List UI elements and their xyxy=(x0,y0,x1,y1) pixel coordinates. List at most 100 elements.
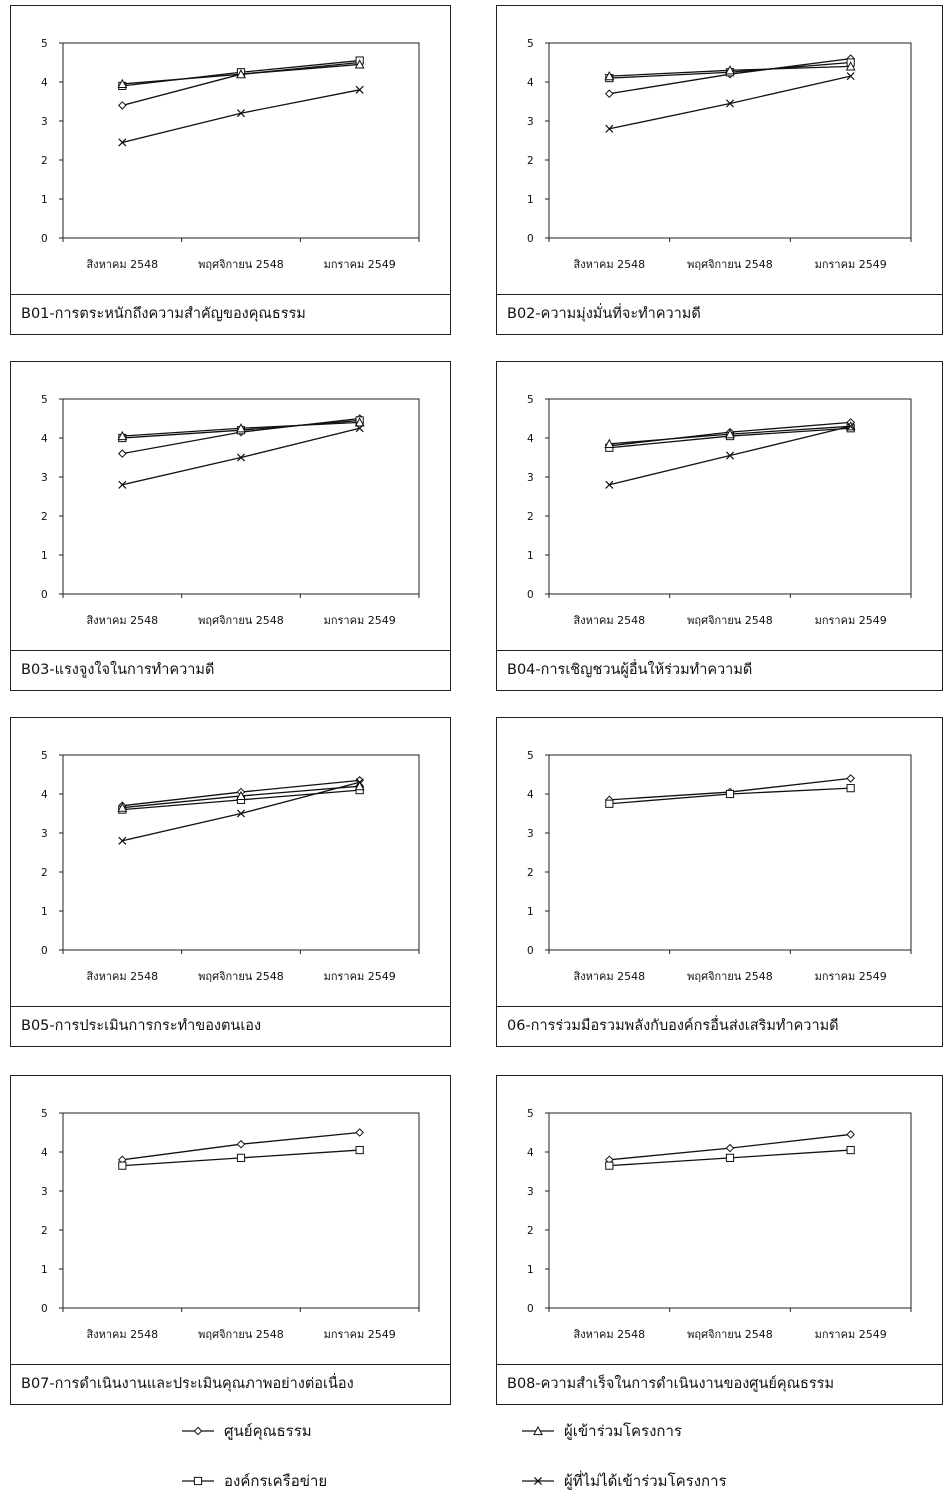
plot-area xyxy=(62,1112,420,1309)
chart-title: B03-แรงจูงใจในการทำความดี xyxy=(11,650,450,690)
y-tick-label: 3 xyxy=(41,472,48,484)
legend-marker xyxy=(533,1425,543,1436)
data-point xyxy=(605,89,614,99)
data-point xyxy=(117,78,128,89)
x-tick-label: สิงหาคม 2548 xyxy=(86,614,158,627)
chart-panel: 0 1 2 3 4 5 สิงหาคม 2548 พฤศจิกายน 2548 มกราคม 2… xyxy=(10,361,451,691)
y-tick-label: 3 xyxy=(527,116,534,128)
chart-svg: 0 1 2 3 4 5 สิงหาคม 2548 พฤศจิกายน 2548 มกราคม 2… xyxy=(41,750,420,983)
chart-title: B08-ความสำเร็จในการดำเนินงานของศูนย์คุณธ… xyxy=(497,1364,942,1404)
chart-title: 06-การร่วมมือรวมพลังกับองค์กรอื่นส่งเสริ… xyxy=(497,1006,942,1046)
y-tick-label: 1 xyxy=(41,1264,48,1276)
chart-title: B01-การตระหนักถึงความสำคัญของคุณธรรม xyxy=(11,294,450,334)
data-point xyxy=(604,70,615,81)
data-point xyxy=(846,774,855,783)
data-point xyxy=(605,799,614,808)
data-point xyxy=(118,101,127,110)
data-point xyxy=(118,449,127,458)
data-point xyxy=(236,453,246,462)
y-tick-label: 2 xyxy=(527,511,534,523)
x-tick-label: พฤศจิกายน 2548 xyxy=(198,258,284,271)
x-tick-label: สิงหาคม 2548 xyxy=(86,970,158,983)
y-tick-label: 4 xyxy=(41,789,48,801)
x-tick-label: มกราคม 2549 xyxy=(324,614,396,627)
x-tick-label: พฤศจิกายน 2548 xyxy=(198,970,284,983)
y-tick-label: 5 xyxy=(527,1108,534,1120)
legend-marker xyxy=(193,1426,203,1436)
data-point xyxy=(236,423,246,433)
y-tick-label: 0 xyxy=(527,945,534,957)
y-tick-label: 2 xyxy=(527,1225,534,1237)
x-tick-label: พฤศจิกายน 2548 xyxy=(687,614,773,627)
y-tick-label: 4 xyxy=(527,433,534,445)
chart-svg: 0 1 2 3 4 5 สิงหาคม 2548 พฤศจิกายน 2548 มกราคม 2… xyxy=(527,38,912,271)
data-point xyxy=(725,789,735,799)
y-tick-label: 3 xyxy=(527,472,534,484)
plot-area xyxy=(548,1112,912,1309)
plot-area xyxy=(548,42,912,239)
x-tick-label: สิงหาคม 2548 xyxy=(573,1328,645,1341)
x-tick-label: สิงหาคม 2548 xyxy=(573,258,645,271)
y-tick-label: 3 xyxy=(527,828,534,840)
legend-marker xyxy=(193,1476,203,1486)
data-point xyxy=(117,430,128,441)
y-tick-label: 5 xyxy=(527,394,534,406)
y-tick-label: 1 xyxy=(41,550,48,562)
y-tick-label: 2 xyxy=(41,1225,48,1237)
y-tick-label: 0 xyxy=(41,233,48,245)
data-point xyxy=(117,802,128,812)
y-tick-label: 0 xyxy=(527,233,534,245)
data-point xyxy=(236,109,246,118)
data-point xyxy=(725,428,735,439)
plot-area xyxy=(62,754,420,951)
plot-area xyxy=(548,398,912,595)
chart-svg: 0 1 2 3 4 5 สิงหาคม 2548 พฤศจิกายน 2548 มกราคม 2… xyxy=(527,394,912,627)
x-tick-label: มกราคม 2549 xyxy=(324,970,396,983)
diamond-marker-icon xyxy=(182,1426,214,1436)
x-tick-label: สิงหาคม 2548 xyxy=(573,970,645,983)
x-tick-label: มกราคม 2549 xyxy=(815,1328,887,1341)
data-point xyxy=(725,99,735,108)
y-tick-label: 0 xyxy=(41,589,48,601)
data-point xyxy=(846,1145,855,1155)
chart-panel: 0 1 2 3 4 5 สิงหาคม 2548 พฤศจิกายน 2548 มกราคม 2… xyxy=(10,5,451,335)
data-point xyxy=(355,1145,364,1155)
plot-area xyxy=(62,398,420,595)
chart-panel: 0 1 2 3 4 5 สิงหาคม 2548 พฤศจิกายน 2548 มกราคม 2… xyxy=(496,1075,943,1405)
data-point xyxy=(236,809,246,818)
y-tick-label: 5 xyxy=(527,38,534,50)
plot-area xyxy=(548,754,912,951)
data-point xyxy=(118,138,127,147)
y-tick-label: 3 xyxy=(527,1186,534,1198)
legend-item-network: องค์กรเครือข่าย xyxy=(180,1468,327,1494)
chart-svg: 0 1 2 3 4 5 สิงหาคม 2548 พฤศจิกายน 2548 มกราคม 2… xyxy=(41,394,420,627)
y-tick-label: 2 xyxy=(41,867,48,879)
y-tick-label: 4 xyxy=(41,433,48,445)
y-tick-label: 5 xyxy=(41,1108,48,1120)
legend-label: ศูนย์คุณธรรม xyxy=(224,1422,312,1440)
y-tick-label: 2 xyxy=(527,155,534,167)
x-tick-label: สิงหาคม 2548 xyxy=(86,258,158,271)
y-tick-label: 1 xyxy=(527,194,534,206)
legend-item-non-participants: ผู้ที่ไม่ได้เข้าร่วมโครงการ xyxy=(520,1468,727,1494)
data-point xyxy=(355,778,364,787)
data-point xyxy=(236,1153,246,1162)
x-tick-label: พฤศจิกายน 2548 xyxy=(198,1328,284,1341)
data-point xyxy=(605,124,614,133)
series-line xyxy=(122,89,360,144)
chart-title: B05-การประเมินการกระทำของตนเอง xyxy=(11,1006,450,1046)
x-tick-label: มกราคม 2549 xyxy=(815,614,887,627)
legend: ศูนย์คุณธรรม ผู้เข้าร่วมโครงการ องค์กรเค… xyxy=(0,1410,948,1510)
y-tick-label: 1 xyxy=(41,906,48,918)
x-tick-label: มกราคม 2549 xyxy=(815,258,887,271)
x-tick-label: พฤศจิกายน 2548 xyxy=(687,1328,773,1341)
chart-svg: 0 1 2 3 4 5 สิงหาคม 2548 พฤศจิกายน 2548 มกราคม 2… xyxy=(41,38,420,271)
cross-marker-icon xyxy=(522,1476,554,1486)
triangle-marker-icon xyxy=(522,1425,554,1436)
data-point xyxy=(236,69,246,79)
data-point xyxy=(846,422,855,431)
x-tick-label: มกราคม 2549 xyxy=(815,970,887,983)
y-tick-label: 0 xyxy=(527,589,534,601)
data-point xyxy=(604,438,615,448)
legend-label: ผู้เข้าร่วมโครงการ xyxy=(564,1422,682,1440)
